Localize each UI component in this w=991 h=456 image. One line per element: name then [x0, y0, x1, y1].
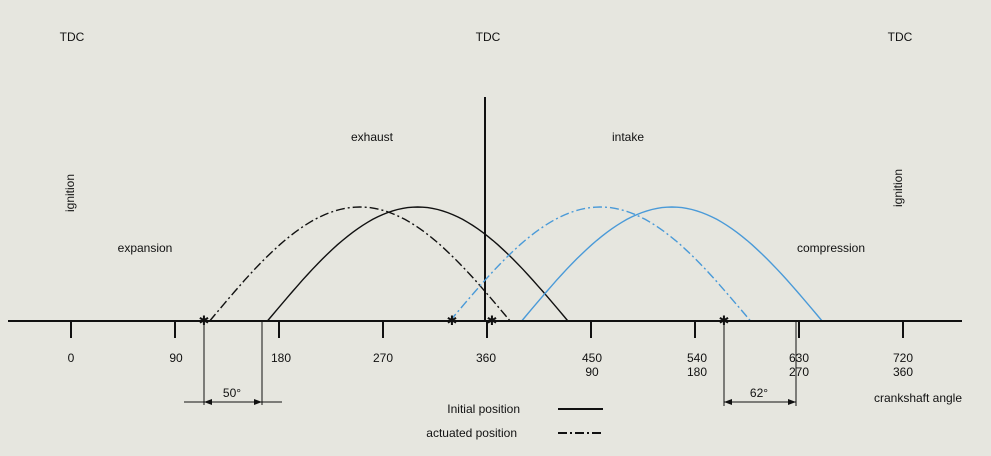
marker-intake-actuated-close: ✱ — [719, 313, 730, 328]
intake-actuated-curve — [449, 206, 752, 322]
exhaust-initial-curve — [266, 206, 569, 322]
tick-label-540: 540 — [687, 351, 707, 365]
marker-exhaust-actuated-open: ✱ — [199, 313, 210, 328]
tick-label-0: 0 — [68, 351, 75, 365]
tick-label-360: 360 — [476, 351, 496, 365]
tdc-label-center: TDC — [476, 30, 501, 44]
crankshaft-angle-label: crankshaft angle — [874, 391, 962, 405]
intake-label: intake — [612, 130, 644, 144]
tick-label-720: 720 — [893, 351, 913, 365]
marker-exhaust-actuated-close: ✱ — [487, 313, 498, 328]
dimension-right: 62° — [723, 321, 797, 406]
tick-sub-label-360: 360 — [893, 365, 913, 379]
tdc-label-right: TDC — [888, 30, 913, 44]
tick-sub-label-270: 270 — [789, 365, 809, 379]
tick-label-450: 450 — [582, 351, 602, 365]
ignition-label-right: ignition — [891, 169, 905, 207]
ignition-label-left: ignition — [63, 174, 77, 212]
intake-initial-curve — [521, 206, 823, 322]
exhaust-actuated-curve — [209, 206, 511, 322]
dimension-left-label: 50° — [223, 386, 241, 400]
axis-ticks — [70, 321, 904, 338]
tick-label-630: 630 — [789, 351, 809, 365]
dimension-right-label: 62° — [750, 386, 768, 400]
tdc-label-left: TDC — [60, 30, 85, 44]
legend: Initial position actuated position — [426, 402, 603, 440]
tick-label-180: 180 — [271, 351, 291, 365]
timing-markers: ✱ ✱ ✱ ✱ — [199, 313, 730, 328]
tick-label-90: 90 — [169, 351, 183, 365]
legend-actuated-label: actuated position — [426, 426, 517, 440]
dimension-left: 50° — [184, 321, 282, 405]
exhaust-label: exhaust — [351, 130, 394, 144]
legend-initial-label: Initial position — [447, 402, 520, 416]
marker-intake-actuated-open: ✱ — [447, 313, 458, 328]
tick-sub-label-180: 180 — [687, 365, 707, 379]
tick-label-270: 270 — [373, 351, 393, 365]
compression-label: compression — [797, 241, 865, 255]
expansion-label: expansion — [118, 241, 173, 255]
tick-sub-label-90: 90 — [585, 365, 599, 379]
